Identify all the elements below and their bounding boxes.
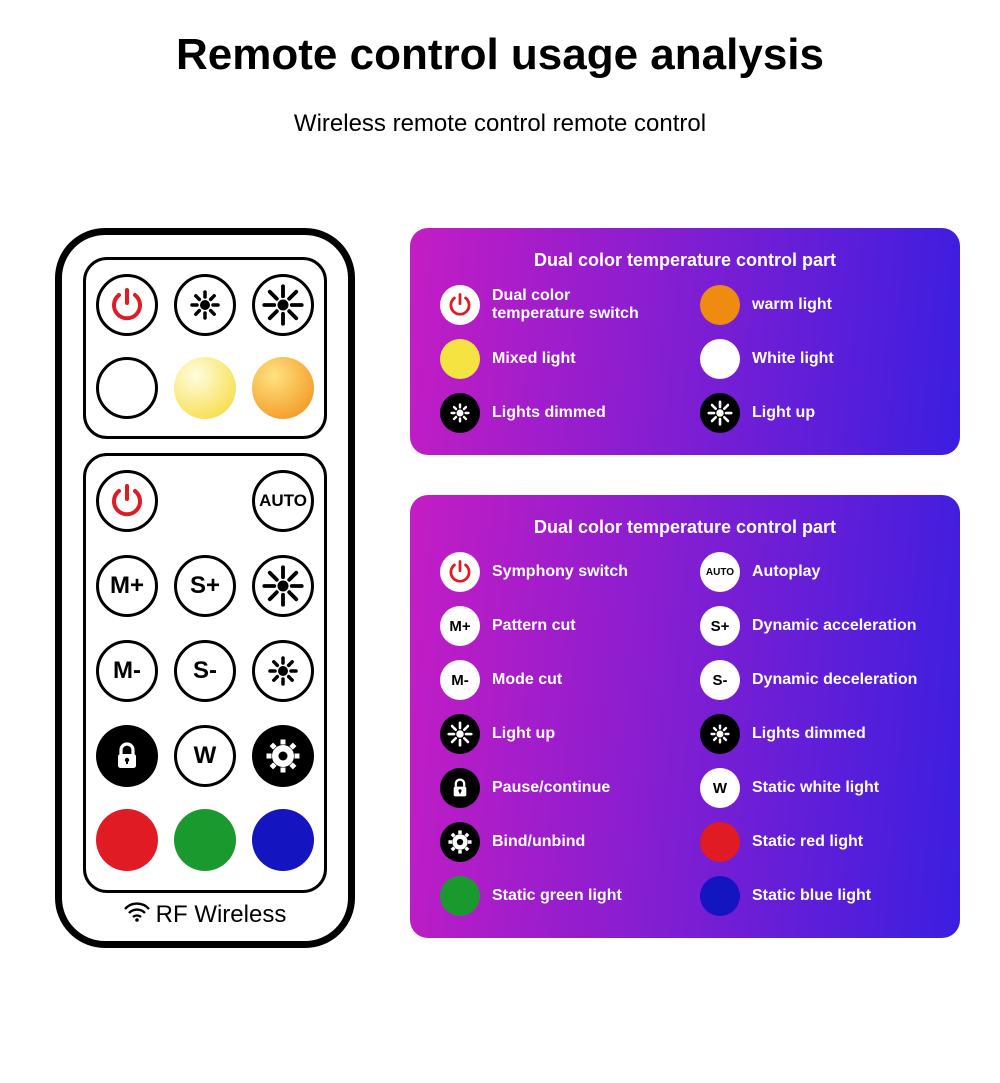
legend-label: Static white light	[752, 779, 879, 797]
legend-item: Mixed light	[440, 339, 700, 379]
brightness-dim-icon	[440, 393, 480, 433]
s--button[interactable]: S+	[174, 555, 236, 617]
power-icon	[440, 285, 480, 325]
legend-label: White light	[752, 350, 834, 368]
legend-panels: Dual color temperature control part Dual…	[410, 228, 960, 948]
auto-button[interactable]: AUTO	[252, 470, 314, 532]
legend-item: S- Dynamic deceleration	[700, 660, 960, 700]
legend-label: Autoplay	[752, 563, 820, 581]
legend-panel-1: Dual color temperature control part Dual…	[410, 228, 960, 455]
m--button[interactable]: M-	[96, 640, 158, 702]
legend-item: Symphony switch	[440, 552, 700, 592]
color-swatch-icon	[700, 339, 740, 379]
color-swatch-icon	[440, 876, 480, 916]
color-swatch-icon	[700, 285, 740, 325]
color-button[interactable]	[96, 357, 158, 419]
legend-item: Dual colortemperature switch	[440, 285, 700, 325]
legend-item: Light up	[440, 714, 700, 754]
legend-label: Lights dimmed	[752, 725, 866, 743]
legend-label: Light up	[492, 725, 555, 743]
gear-button[interactable]	[252, 725, 314, 787]
content-row: AUTO M+ S+ M- S- W RF Wireless	[0, 228, 1000, 948]
power-button[interactable]	[96, 274, 158, 336]
s--icon: S-	[700, 660, 740, 700]
legend-item: M+ Pattern cut	[440, 606, 700, 646]
brightness-dim-icon	[700, 714, 740, 754]
page-subtitle: Wireless remote control remote control	[0, 110, 1000, 138]
legend-label: Bind/unbind	[492, 833, 585, 851]
legend-label: Pause/continue	[492, 779, 610, 797]
page-title: Remote control usage analysis	[0, 30, 1000, 80]
brightness-up-icon	[440, 714, 480, 754]
w-icon: W	[700, 768, 740, 808]
rf-wireless-label: RF Wireless	[124, 901, 287, 929]
legend-label: warm light	[752, 296, 832, 314]
w-button[interactable]: W	[174, 725, 236, 787]
power-button[interactable]	[96, 470, 158, 532]
legend-label: Static green light	[492, 887, 622, 905]
legend-item: Lights dimmed	[700, 714, 960, 754]
color-button[interactable]	[252, 357, 314, 419]
legend-item: Static blue light	[700, 876, 960, 916]
legend-label: Static blue light	[752, 887, 871, 905]
legend-item: Light up	[700, 393, 960, 433]
wifi-icon	[124, 901, 150, 929]
remote-section-top	[83, 257, 327, 439]
color-button[interactable]	[252, 809, 314, 871]
legend-item: White light	[700, 339, 960, 379]
m--button[interactable]: M+	[96, 555, 158, 617]
lock-button[interactable]	[96, 725, 158, 787]
legend-item: Pause/continue	[440, 768, 700, 808]
brightness-up-button[interactable]	[252, 555, 314, 617]
legend-panel-2: Dual color temperature control part Symp…	[410, 495, 960, 938]
brightness-down-button[interactable]	[174, 274, 236, 336]
color-button[interactable]	[174, 357, 236, 419]
brightness-up-button[interactable]	[252, 274, 314, 336]
panel-2-grid: Symphony switch AUTO Autoplay M+ Pattern cut…	[440, 552, 960, 916]
legend-item: Static green light	[440, 876, 700, 916]
legend-item: W Static white light	[700, 768, 960, 808]
remote-body: AUTO M+ S+ M- S- W RF Wireless	[55, 228, 355, 948]
s--button[interactable]: S-	[174, 640, 236, 702]
legend-label: Mode cut	[492, 671, 562, 689]
legend-label: Symphony switch	[492, 563, 628, 581]
legend-label: Pattern cut	[492, 617, 576, 635]
legend-item: AUTO Autoplay	[700, 552, 960, 592]
color-swatch-icon	[700, 876, 740, 916]
panel-1-grid: Dual colortemperature switch warm light Mi…	[440, 285, 960, 433]
color-button[interactable]	[174, 809, 236, 871]
legend-label: Light up	[752, 404, 815, 422]
auto-icon: AUTO	[700, 552, 740, 592]
panel-2-title: Dual color temperature control part	[410, 517, 960, 538]
legend-item: Static red light	[700, 822, 960, 862]
color-swatch-icon	[440, 339, 480, 379]
legend-label: Dynamic deceleration	[752, 671, 917, 689]
brightness-down-button[interactable]	[252, 640, 314, 702]
m--icon: M-	[440, 660, 480, 700]
legend-label: Dual colortemperature switch	[492, 287, 639, 324]
color-button[interactable]	[96, 809, 158, 871]
legend-label: Lights dimmed	[492, 404, 606, 422]
legend-item: Bind/unbind	[440, 822, 700, 862]
legend-label: Dynamic acceleration	[752, 617, 917, 635]
rf-text: RF Wireless	[156, 901, 287, 929]
m+-icon: M+	[440, 606, 480, 646]
legend-item: Lights dimmed	[440, 393, 700, 433]
legend-item: warm light	[700, 285, 960, 325]
legend-item: M- Mode cut	[440, 660, 700, 700]
legend-label: Static red light	[752, 833, 863, 851]
lock-icon	[440, 768, 480, 808]
s+-icon: S+	[700, 606, 740, 646]
panel-1-title: Dual color temperature control part	[410, 250, 960, 271]
brightness-up-icon	[700, 393, 740, 433]
legend-label: Mixed light	[492, 350, 576, 368]
gear-icon	[440, 822, 480, 862]
remote-section-bottom: AUTO M+ S+ M- S- W	[83, 453, 327, 893]
power-icon	[440, 552, 480, 592]
color-swatch-icon	[700, 822, 740, 862]
legend-item: S+ Dynamic acceleration	[700, 606, 960, 646]
